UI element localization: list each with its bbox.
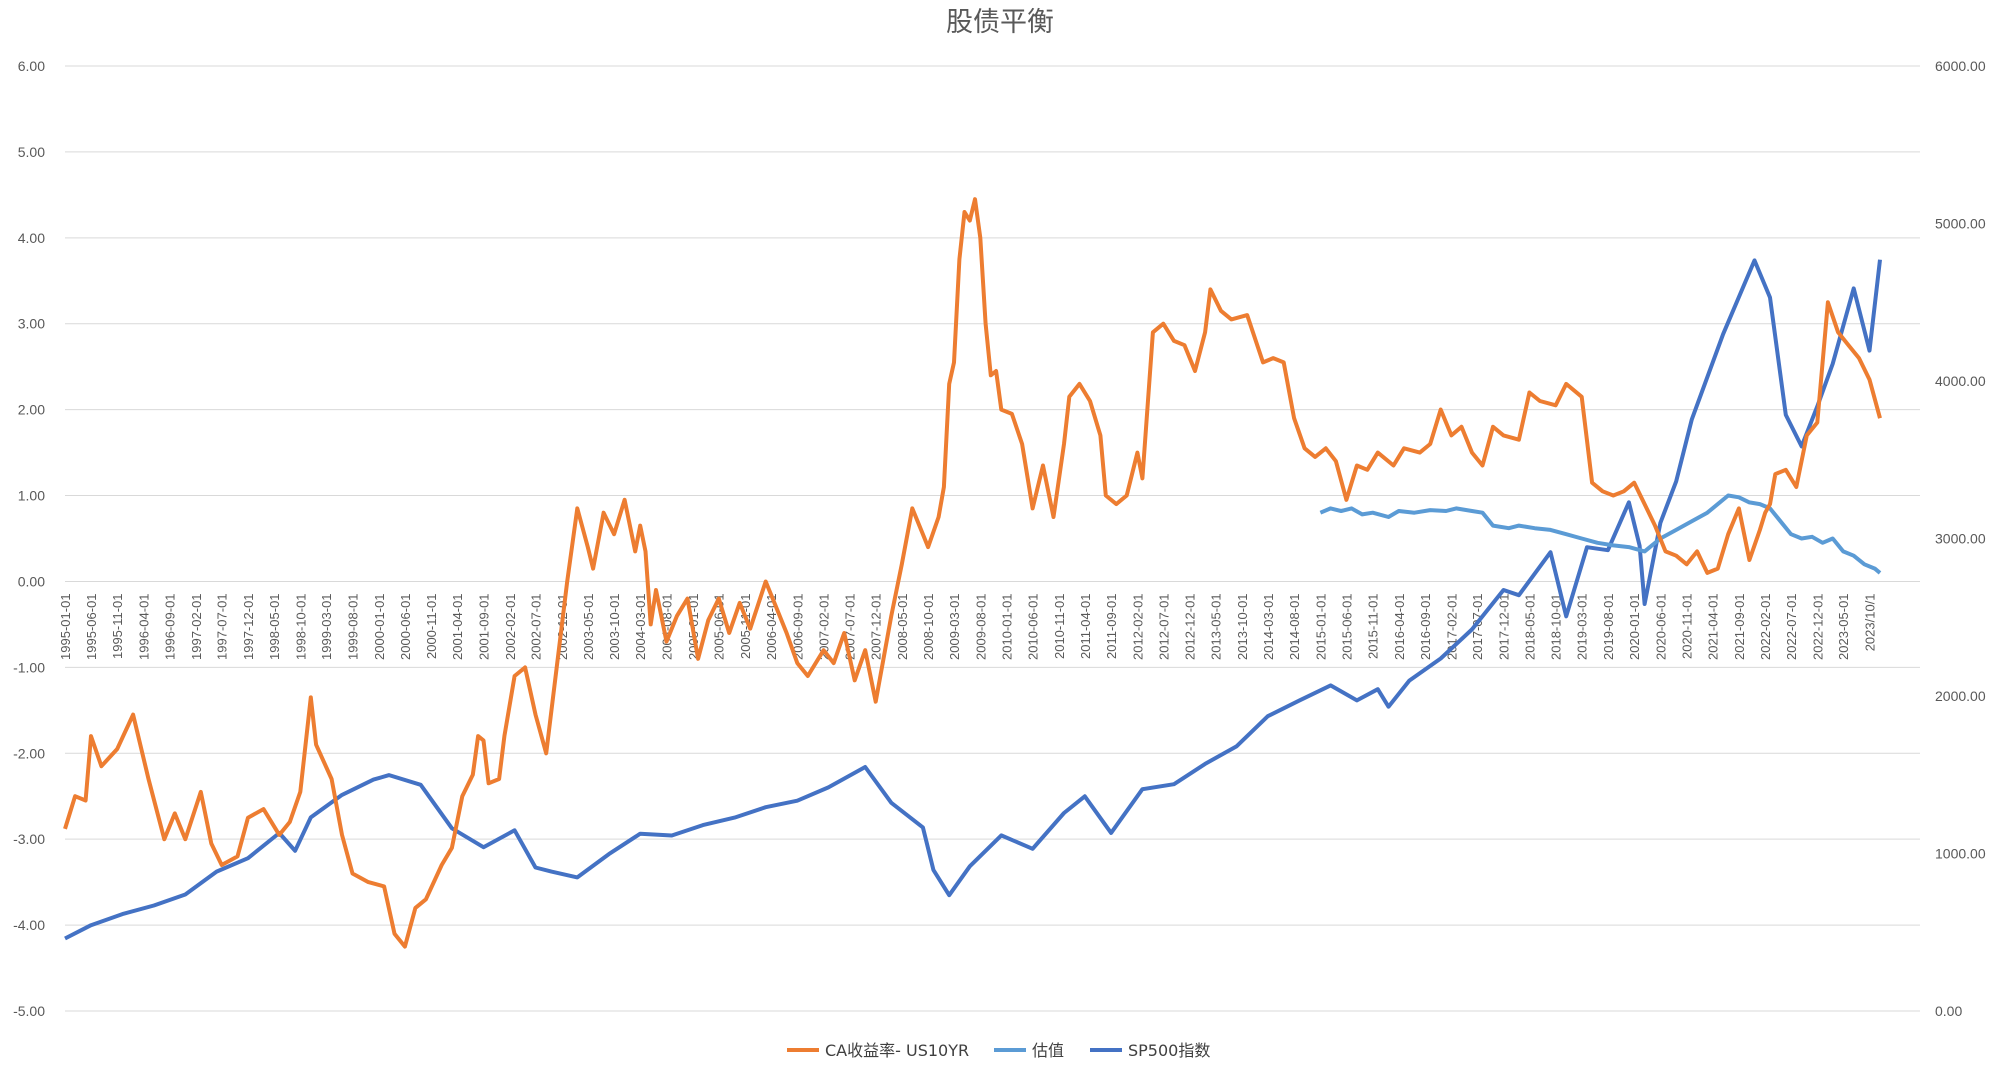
x-tick-label: 2020-06-01: [1653, 593, 1668, 660]
x-tick-label: 2022-07-01: [1784, 593, 1799, 660]
left-tick-label: 1.00: [18, 488, 45, 504]
x-tick-label: 2023/10/1: [1863, 593, 1878, 651]
legend-label-sp500: SP500指数: [1128, 1041, 1210, 1060]
left-tick-label: 5.00: [18, 144, 45, 160]
x-tick-label: 1995-06-01: [84, 593, 99, 660]
x-tick-label: 2012-07-01: [1156, 593, 1171, 660]
x-tick-label: 2017-07-01: [1470, 593, 1485, 660]
x-tick-label: 2001-09-01: [476, 593, 491, 660]
x-tick-label: 2004-08-01: [660, 593, 675, 660]
x-tick-label: 2004-03-01: [633, 593, 648, 660]
series-valuation-line: [1319, 493, 1882, 575]
x-tick-label: 1996-04-01: [136, 593, 151, 660]
series-ca-yield-line: [63, 197, 1882, 949]
x-tick-label: 2003-05-01: [581, 593, 596, 660]
x-tick-label: 2011-09-01: [1104, 593, 1119, 659]
x-tick-label: 1995-11-01: [110, 593, 125, 659]
x-tick-label: 2021-04-01: [1706, 593, 1721, 660]
x-tick-label: 1999-08-01: [346, 593, 361, 660]
x-tick-label: 2019-08-01: [1601, 593, 1616, 660]
x-tick-label: 2008-10-01: [921, 593, 936, 660]
right-axis-ticks: 6000.00 5000.00 4000.00 3000.00 2000.00 1000.…: [1935, 58, 1986, 1019]
left-tick-label: 2.00: [18, 402, 45, 418]
x-tick-label: 2015-06-01: [1339, 593, 1354, 660]
x-tick-label: 1997-02-01: [189, 593, 204, 660]
x-tick-label: 1997-12-01: [241, 593, 256, 660]
right-tick-label: 2000.00: [1935, 688, 1986, 704]
x-tick-label: 2018-10-01: [1549, 593, 1564, 660]
x-tick-label: 2016-09-01: [1418, 593, 1433, 660]
x-tick-label: 2011-04-01: [1078, 593, 1093, 659]
x-tick-label: 2003-10-01: [607, 593, 622, 660]
x-tick-label: 2013-05-01: [1209, 593, 1224, 660]
x-tick-label: 2010-11-01: [1052, 593, 1067, 659]
x-tick-label: 1998-05-01: [267, 593, 282, 660]
x-tick-label: 2007-02-01: [817, 593, 832, 660]
x-tick-label: 2014-08-01: [1287, 593, 1302, 660]
x-tick-label: 2013-10-01: [1235, 593, 1250, 660]
x-tick-label: 2022-02-01: [1758, 593, 1773, 660]
x-tick-label: 2019-03-01: [1575, 593, 1590, 660]
x-tick-label: 2012-02-01: [1130, 593, 1145, 660]
x-tick-label: 2002-07-01: [529, 593, 544, 660]
x-tick-label: 2001-04-01: [450, 593, 465, 660]
x-tick-label: 1999-03-01: [319, 593, 334, 660]
right-tick-label: 4000.00: [1935, 373, 1986, 389]
x-tick-label: 2010-06-01: [1026, 593, 1041, 660]
x-tick-label: 2022-12-01: [1810, 593, 1825, 660]
x-tick-label: 2009-03-01: [947, 593, 962, 660]
x-tick-label: 2023-05-01: [1836, 593, 1851, 660]
x-tick-label: 2020-11-01: [1680, 593, 1695, 659]
legend-label-valuation: 估值: [1032, 1041, 1064, 1060]
right-tick-label: 5000.00: [1935, 216, 1986, 232]
left-tick-label: -1.00: [13, 659, 45, 675]
left-tick-label: 6.00: [18, 58, 45, 74]
series-layer: [63, 197, 1882, 949]
right-tick-label: 6000.00: [1935, 58, 1986, 74]
left-tick-label: -3.00: [13, 831, 45, 847]
left-tick-label: -5.00: [13, 1003, 45, 1019]
x-tick-label: 2009-08-01: [973, 593, 988, 660]
chart-title: 股债平衡: [946, 7, 1054, 38]
x-tick-label: 2015-01-01: [1313, 593, 1328, 660]
x-tick-label: 2021-09-01: [1732, 593, 1747, 660]
x-tick-label: 2014-03-01: [1261, 593, 1276, 660]
x-tick-label: 2007-12-01: [869, 593, 884, 660]
x-tick-label: 1995-01-01: [58, 593, 73, 660]
gridlines: [65, 65, 1920, 1012]
x-tick-label: 2016-04-01: [1392, 593, 1407, 660]
right-tick-label: 3000.00: [1935, 531, 1986, 547]
x-tick-label: 1997-07-01: [215, 593, 230, 660]
x-tick-label: 2012-12-01: [1183, 593, 1198, 660]
x-tick-label: 2000-01-01: [372, 593, 387, 660]
x-tick-label: 1998-10-01: [293, 593, 308, 660]
left-tick-label: -4.00: [13, 917, 45, 933]
left-tick-label: -2.00: [13, 745, 45, 761]
x-tick-label: 2000-06-01: [398, 593, 413, 660]
x-axis-ticks: 1995-01-01 1995-06-01 1995-11-01 1996-04-01…: [58, 593, 1878, 660]
left-tick-label: 4.00: [18, 230, 45, 246]
left-tick-label: 3.00: [18, 316, 45, 332]
x-tick-label: 2006-09-01: [790, 593, 805, 660]
x-tick-label: 2018-05-01: [1522, 593, 1537, 660]
x-tick-label: 2010-01-01: [1000, 593, 1015, 660]
right-tick-label: 0.00: [1935, 1003, 1962, 1019]
legend-label-ca-yield: CA收益率- US10YR: [825, 1041, 969, 1060]
x-tick-label: 2008-05-01: [895, 593, 910, 660]
right-tick-label: 1000.00: [1935, 846, 1986, 862]
x-tick-label: 2002-02-01: [503, 593, 518, 660]
legend: CA收益率- US10YR 估值 SP500指数: [787, 1041, 1210, 1060]
x-tick-label: 2015-11-01: [1366, 593, 1381, 659]
left-tick-label: 0.00: [18, 573, 45, 589]
x-tick-label: 2020-01-01: [1627, 593, 1642, 660]
x-tick-label: 1996-09-01: [163, 593, 178, 660]
x-tick-label: 2000-11-01: [424, 593, 439, 659]
left-axis-ticks: 6.00 5.00 4.00 3.00 2.00 1.00 0.00 -1.00 -2.00 -3…: [13, 58, 45, 1019]
x-tick-label: 2017-12-01: [1496, 593, 1511, 660]
